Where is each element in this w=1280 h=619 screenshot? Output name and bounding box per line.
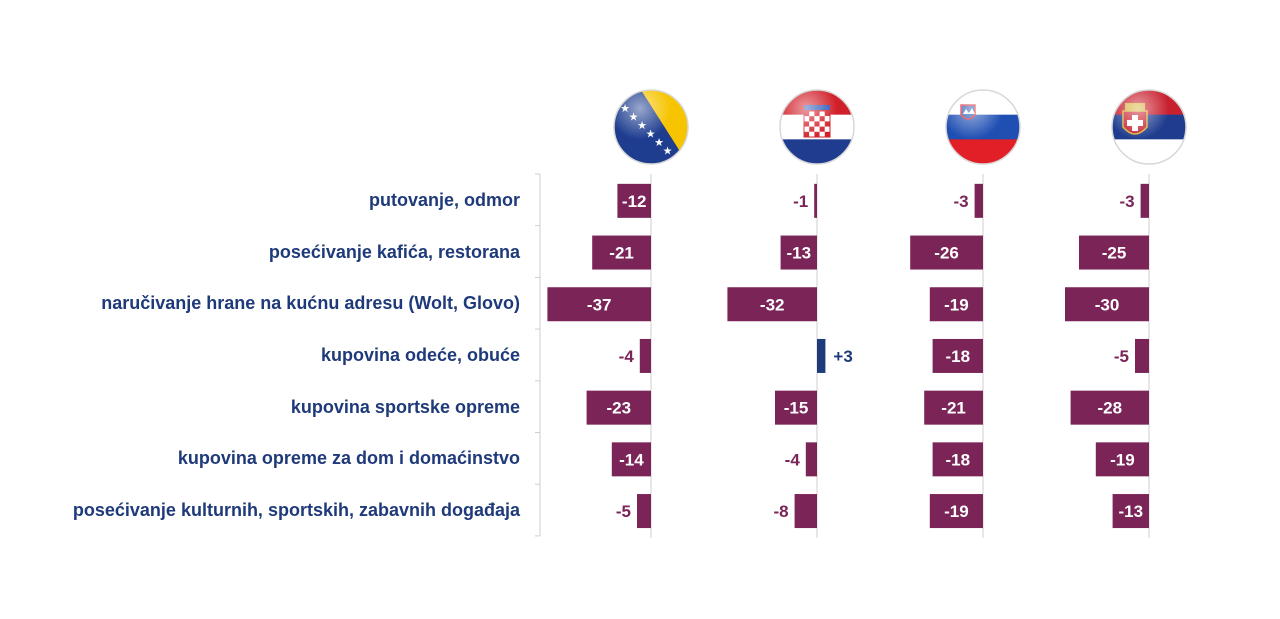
bar <box>929 494 983 529</box>
bar <box>1135 338 1149 373</box>
data-label: -26 <box>934 244 959 263</box>
data-label: -5 <box>1114 347 1129 366</box>
category-label: kupovina odeće, obuće <box>320 344 520 365</box>
bar <box>637 494 651 529</box>
bar <box>775 390 817 425</box>
bar <box>547 287 651 322</box>
data-label: -5 <box>616 502 631 521</box>
bar <box>1095 442 1149 477</box>
data-label: +3 <box>833 347 852 366</box>
data-label: -3 <box>953 192 968 211</box>
data-label: -19 <box>944 295 969 314</box>
bar <box>1112 494 1149 529</box>
category-label: posećivanje kafića, restorana <box>268 241 520 262</box>
data-label: -1 <box>793 192 808 211</box>
data-label: -21 <box>941 399 966 418</box>
bar <box>1070 390 1149 425</box>
bar <box>1065 287 1149 322</box>
bar <box>932 338 983 373</box>
data-label: -8 <box>773 502 788 521</box>
category-label: kupovina opreme za dom i domaćinstvo <box>177 448 520 469</box>
category-label: naručivanje hrane na kućnu adresu (Wolt,… <box>101 293 520 314</box>
data-label: -14 <box>619 450 644 469</box>
bosnia-herzegovina-flag-icon: ★★★★★★ <box>613 89 689 165</box>
category-label: posećivanje kulturnih, sportskih, zabavn… <box>72 500 520 521</box>
data-label: -18 <box>946 347 971 366</box>
bar <box>794 494 817 529</box>
data-label: -12 <box>622 192 647 211</box>
bar <box>639 338 651 373</box>
bar <box>727 287 817 322</box>
data-label: -23 <box>607 399 632 418</box>
croatia-flag-icon <box>779 89 855 165</box>
bar <box>586 390 651 425</box>
category-label: putovanje, odmor <box>368 189 520 210</box>
bar <box>1140 183 1149 218</box>
data-label: -25 <box>1102 244 1127 263</box>
bar <box>929 287 983 322</box>
bar <box>924 390 983 425</box>
data-label: -37 <box>587 295 612 314</box>
data-label: -32 <box>760 295 785 314</box>
data-label: -13 <box>1119 502 1144 521</box>
serbia-flag-icon <box>1111 89 1187 165</box>
data-label: -3 <box>1119 192 1134 211</box>
bar <box>814 183 817 218</box>
slovenia-flag-icon <box>945 89 1021 165</box>
bar <box>932 442 983 477</box>
bar <box>592 235 651 270</box>
category-label: kupovina sportske opreme <box>290 396 520 417</box>
bar <box>611 442 651 477</box>
data-label: -18 <box>946 450 971 469</box>
data-label: -30 <box>1095 295 1120 314</box>
data-label: -19 <box>1110 450 1135 469</box>
bar <box>805 442 817 477</box>
bar <box>910 235 983 270</box>
bar <box>817 338 826 373</box>
data-label: -4 <box>785 450 801 469</box>
bar <box>780 235 817 270</box>
data-label: -21 <box>609 244 634 263</box>
data-label: -13 <box>787 244 812 263</box>
bar <box>974 183 983 218</box>
bar <box>1079 235 1149 270</box>
data-label: -28 <box>1098 399 1123 418</box>
data-label: -19 <box>944 502 969 521</box>
bar <box>617 183 651 218</box>
data-label: -4 <box>619 347 635 366</box>
data-label: -15 <box>784 399 809 418</box>
